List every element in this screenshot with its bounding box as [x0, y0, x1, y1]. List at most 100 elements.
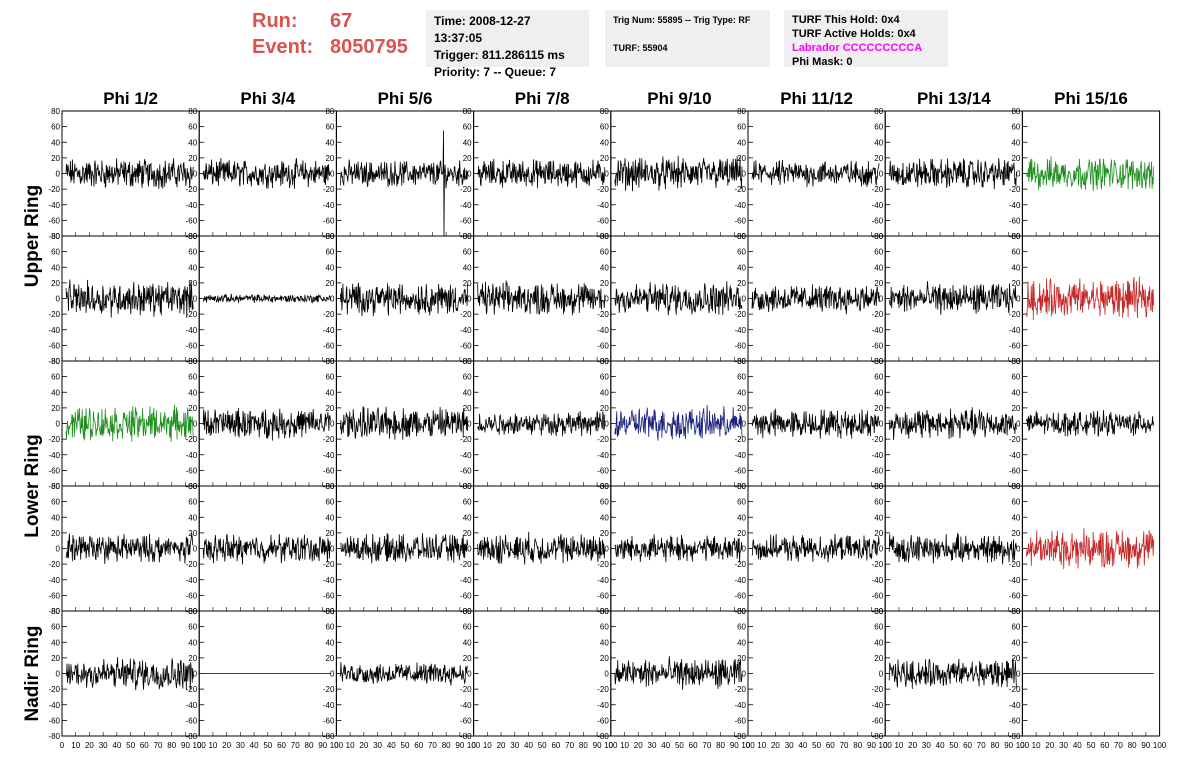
y-tick-label: -20: [597, 310, 609, 319]
y-tick-label: 20: [325, 154, 334, 163]
y-tick-label: 40: [600, 263, 609, 272]
y-tick-label: 0: [330, 670, 335, 679]
x-tick-label: 20: [771, 741, 780, 750]
x-tick-label: 30: [510, 741, 519, 750]
x-tick-label: 90: [593, 741, 602, 750]
y-tick-label: -60: [1009, 341, 1021, 350]
waveform-trace: [340, 532, 468, 564]
y-tick-label: 60: [188, 248, 197, 257]
y-tick-label: -20: [323, 310, 335, 319]
y-tick-label: 20: [874, 404, 883, 413]
y-tick-label: -40: [872, 326, 884, 335]
y-tick-label: 80: [51, 107, 60, 116]
y-tick-label: 60: [188, 373, 197, 382]
y-tick-label: 0: [330, 295, 335, 304]
y-tick-label: -60: [186, 466, 198, 475]
x-tick-label: 40: [112, 741, 121, 750]
y-tick-label: -20: [48, 185, 60, 194]
column-title: Phi 15/16: [1054, 89, 1128, 108]
y-tick-label: 0: [742, 545, 747, 554]
y-tick-label: 40: [600, 638, 609, 647]
y-tick-label: 60: [325, 248, 334, 257]
column-title: Phi 9/10: [647, 89, 711, 108]
y-tick-label: 80: [1011, 357, 1020, 366]
y-tick-label: 60: [1011, 623, 1020, 632]
y-tick-label: -40: [48, 326, 60, 335]
y-tick-label: 40: [600, 388, 609, 397]
y-tick-label: -40: [872, 701, 884, 710]
x-tick-label: 0: [883, 741, 888, 750]
y-tick-label: 0: [467, 420, 472, 429]
y-tick-label: -20: [872, 185, 884, 194]
y-tick-label: 0: [742, 295, 747, 304]
y-tick-label: 0: [193, 295, 198, 304]
x-tick-label: 0: [334, 741, 339, 750]
y-tick-label: -20: [1009, 685, 1021, 694]
y-tick-label: 40: [325, 388, 334, 397]
y-tick-label: 80: [1011, 107, 1020, 116]
y-tick-label: 80: [1011, 482, 1020, 491]
x-tick-label: 20: [222, 741, 231, 750]
y-tick-label: 80: [463, 232, 472, 241]
y-tick-label: 80: [188, 357, 197, 366]
y-tick-label: -80: [48, 482, 60, 491]
x-tick-label: 100: [467, 741, 481, 750]
y-tick-label: -40: [1009, 326, 1021, 335]
x-tick-label: 70: [565, 741, 574, 750]
column-title: Phi 5/6: [378, 89, 433, 108]
y-tick-label: -60: [734, 466, 746, 475]
y-tick-label: 80: [600, 607, 609, 616]
y-tick-label: 80: [874, 107, 883, 116]
waveform-trace: [477, 158, 606, 189]
x-tick-label: 50: [1087, 741, 1096, 750]
waveform-trace: [614, 534, 743, 563]
x-tick-label: 90: [1004, 741, 1013, 750]
y-tick-label: -40: [48, 201, 60, 210]
run-line: Run: 67: [252, 8, 408, 34]
y-tick-label: 20: [188, 654, 197, 663]
y-tick-label: -40: [872, 451, 884, 460]
y-tick-label: 80: [325, 232, 334, 241]
column-title: Phi 13/14: [917, 89, 991, 108]
x-tick-label: 90: [455, 741, 464, 750]
y-tick-label: 0: [1016, 545, 1021, 554]
y-tick-label: -20: [734, 435, 746, 444]
y-tick-label: 80: [874, 482, 883, 491]
y-tick-label: 20: [463, 154, 472, 163]
y-tick-label: -60: [872, 591, 884, 600]
x-tick-label: 70: [428, 741, 437, 750]
y-tick-label: 60: [325, 123, 334, 132]
y-tick-label: 40: [600, 138, 609, 147]
y-tick-label: 0: [604, 545, 609, 554]
y-tick-label: -40: [1009, 576, 1021, 585]
y-tick-label: 20: [463, 654, 472, 663]
y-tick-label: 60: [600, 123, 609, 132]
y-tick-label: -60: [597, 466, 609, 475]
x-tick-label: 100: [1153, 741, 1167, 750]
column-title: Phi 3/4: [240, 89, 295, 108]
y-tick-label: -60: [186, 341, 198, 350]
x-tick-label: 0: [1020, 741, 1025, 750]
y-tick-label: -40: [460, 451, 472, 460]
turf-active-holds-text: TURF Active Holds: 0x4: [792, 28, 916, 40]
y-tick-label: -60: [48, 591, 60, 600]
y-tick-label: 40: [463, 638, 472, 647]
y-tick-label: 60: [737, 248, 746, 257]
waveform-trace: [888, 281, 1017, 315]
y-tick-label: 20: [463, 529, 472, 538]
waveform-trace: [340, 130, 468, 237]
y-tick-label: 40: [737, 138, 746, 147]
y-tick-label: 40: [51, 513, 60, 522]
y-tick-label: -20: [872, 560, 884, 569]
x-tick-label: 50: [675, 741, 684, 750]
y-tick-label: -80: [48, 607, 60, 616]
y-tick-label: -40: [323, 326, 335, 335]
x-tick-label: 50: [812, 741, 821, 750]
y-tick-label: 0: [604, 420, 609, 429]
y-tick-label: -20: [323, 435, 335, 444]
y-tick-label: 20: [325, 279, 334, 288]
x-tick-label: 30: [373, 741, 382, 750]
y-tick-label: -40: [48, 451, 60, 460]
x-tick-label: 50: [126, 741, 135, 750]
turf-text: TURF: 55904: [613, 43, 668, 53]
